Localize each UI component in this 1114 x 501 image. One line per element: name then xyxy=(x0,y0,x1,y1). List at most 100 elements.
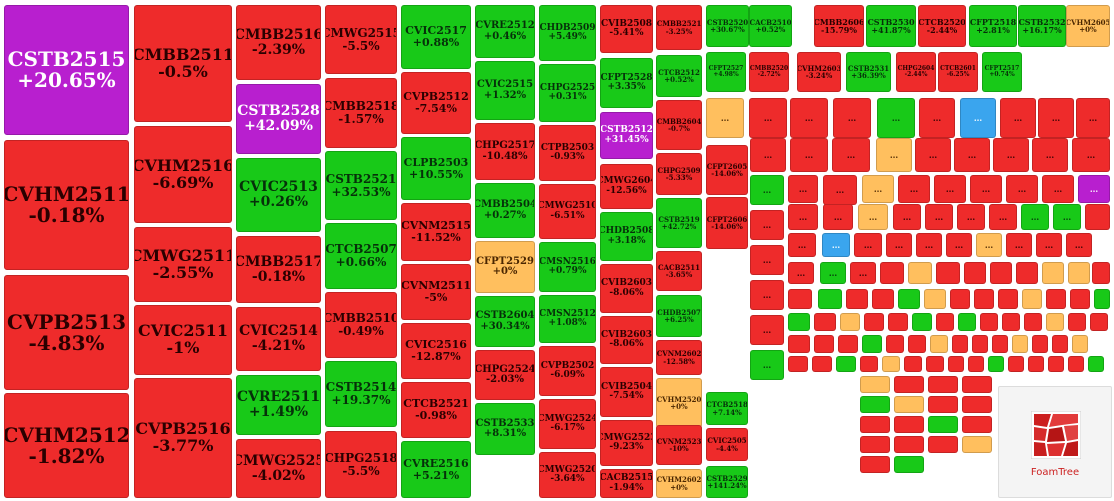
warrant-tile[interactable]: CVNM2511 -5% xyxy=(401,264,471,320)
warrant-tile[interactable]: CSTB2519 +42.72% xyxy=(656,198,702,248)
warrant-tile-collapsed[interactable]: ... xyxy=(934,175,966,203)
warrant-tile-collapsed[interactable] xyxy=(860,436,890,453)
warrant-tile[interactable]: CSTB2529 +141.24% xyxy=(706,466,748,498)
warrant-tile[interactable]: CVIB2508 -5.41% xyxy=(600,5,653,53)
warrant-tile-collapsed[interactable] xyxy=(912,313,932,331)
warrant-tile-collapsed[interactable] xyxy=(894,436,924,453)
warrant-tile[interactable]: CMWG2525 -4.02% xyxy=(236,439,321,498)
warrant-tile-collapsed[interactable]: ... xyxy=(788,175,818,203)
warrant-tile[interactable]: CMBB2504 +0.27% xyxy=(475,183,535,238)
warrant-tile-collapsed[interactable]: ... xyxy=(1053,204,1081,230)
warrant-tile[interactable]: CVNM2602 -12.58% xyxy=(656,340,702,375)
warrant-tile[interactable]: CVIB2603 -8.06% xyxy=(600,316,653,364)
warrant-tile-collapsed[interactable] xyxy=(814,335,834,353)
warrant-tile-collapsed[interactable]: ... xyxy=(1000,98,1036,138)
warrant-tile-collapsed[interactable]: ... xyxy=(1006,233,1032,257)
warrant-tile-collapsed[interactable] xyxy=(928,436,958,453)
warrant-tile-collapsed[interactable] xyxy=(992,335,1008,353)
warrant-tile-collapsed[interactable] xyxy=(998,289,1018,309)
warrant-tile-collapsed[interactable] xyxy=(862,335,882,353)
warrant-tile-collapsed[interactable] xyxy=(860,396,890,413)
warrant-tile-collapsed[interactable]: ... xyxy=(1032,138,1068,172)
warrant-tile-collapsed[interactable]: ... xyxy=(1072,138,1110,172)
warrant-tile[interactable]: CHPG2525 +0.31% xyxy=(539,64,596,122)
warrant-tile-collapsed[interactable] xyxy=(872,289,894,309)
warrant-tile-collapsed[interactable]: ... xyxy=(749,98,787,138)
warrant-tile-collapsed[interactable]: ... xyxy=(898,175,930,203)
warrant-tile-collapsed[interactable] xyxy=(930,335,948,353)
warrant-tile-collapsed[interactable] xyxy=(860,456,890,473)
warrant-tile-collapsed[interactable] xyxy=(928,376,958,393)
warrant-tile[interactable]: CHPG2509 -5.33% xyxy=(656,153,702,195)
warrant-tile[interactable]: CVHM2603 -3.24% xyxy=(797,52,841,92)
warrant-tile-collapsed[interactable] xyxy=(1072,335,1088,353)
warrant-tile-collapsed[interactable]: ... xyxy=(1006,175,1038,203)
warrant-tile-collapsed[interactable]: ... xyxy=(820,262,846,284)
warrant-tile-collapsed[interactable] xyxy=(860,416,890,433)
warrant-tile-collapsed[interactable] xyxy=(1046,289,1066,309)
warrant-tile-collapsed[interactable]: ... xyxy=(886,233,912,257)
warrant-tile-collapsed[interactable]: ... xyxy=(876,138,912,172)
warrant-tile-collapsed[interactable] xyxy=(1070,289,1090,309)
warrant-tile[interactable]: CVIB2603 -8.06% xyxy=(600,264,653,313)
warrant-tile[interactable]: CLPB2503 +10.55% xyxy=(401,137,471,200)
warrant-tile-collapsed[interactable]: ... xyxy=(788,204,818,230)
warrant-tile[interactable]: CMBB2516 -2.39% xyxy=(236,5,321,80)
warrant-tile[interactable]: CVRE2511 +1.49% xyxy=(236,375,321,435)
warrant-tile-collapsed[interactable] xyxy=(888,313,908,331)
warrant-tile-collapsed[interactable] xyxy=(814,313,836,331)
warrant-tile-collapsed[interactable] xyxy=(1042,262,1064,284)
warrant-tile-collapsed[interactable] xyxy=(788,313,810,331)
warrant-tile[interactable]: CMBB2510 -0.49% xyxy=(325,292,397,358)
warrant-tile[interactable]: CVIC2516 -12.87% xyxy=(401,323,471,379)
warrant-tile[interactable]: CHPG2604 -2.44% xyxy=(896,52,936,92)
warrant-tile-collapsed[interactable]: ... xyxy=(976,233,1002,257)
warrant-tile-collapsed[interactable]: ... xyxy=(854,233,882,257)
warrant-tile-collapsed[interactable]: ... xyxy=(750,210,784,240)
warrant-tile-collapsed[interactable]: ... xyxy=(750,350,784,380)
warrant-tile-collapsed[interactable]: ... xyxy=(1038,98,1074,138)
warrant-tile-collapsed[interactable] xyxy=(1024,313,1042,331)
warrant-tile[interactable]: CTCB2601 -6.25% xyxy=(938,52,978,92)
warrant-tile[interactable]: CTCB2507 +0.66% xyxy=(325,223,397,289)
warrant-tile-collapsed[interactable] xyxy=(952,335,968,353)
warrant-tile-collapsed[interactable] xyxy=(948,356,964,372)
warrant-tile[interactable]: CVPB2502 -6.09% xyxy=(539,346,596,396)
warrant-tile[interactable]: CVHM2512 -1.82% xyxy=(4,393,129,498)
warrant-tile[interactable]: CMWG2510 -6.51% xyxy=(539,184,596,239)
warrant-tile-collapsed[interactable] xyxy=(1088,356,1104,372)
warrant-tile[interactable]: CMSN2516 +0.79% xyxy=(539,242,596,292)
warrant-tile[interactable]: CMBB2521 -3.25% xyxy=(656,5,702,50)
warrant-tile[interactable]: CMBB2606 -15.79% xyxy=(814,5,864,47)
warrant-tile-collapsed[interactable] xyxy=(928,416,958,433)
warrant-tile[interactable]: CHPG2524 -2.03% xyxy=(475,350,535,400)
warrant-tile-collapsed[interactable] xyxy=(1068,313,1086,331)
warrant-tile-collapsed[interactable]: ... xyxy=(788,233,816,257)
warrant-tile-collapsed[interactable] xyxy=(1032,335,1048,353)
warrant-tile[interactable]: CTCB2512 +0.52% xyxy=(656,55,702,97)
warrant-tile-collapsed[interactable] xyxy=(812,356,832,372)
warrant-tile[interactable]: CVHM2520 +0% xyxy=(656,378,702,428)
warrant-tile-collapsed[interactable] xyxy=(880,262,904,284)
warrant-tile-collapsed[interactable]: ... xyxy=(1021,204,1049,230)
warrant-tile-collapsed[interactable]: ... xyxy=(915,138,951,172)
warrant-tile[interactable]: CMBB2511 -0.5% xyxy=(134,5,232,122)
warrant-tile-collapsed[interactable] xyxy=(962,396,992,413)
warrant-tile[interactable]: CFPT2605 -14.06% xyxy=(706,145,748,195)
warrant-tile-collapsed[interactable] xyxy=(904,356,922,372)
warrant-tile-collapsed[interactable] xyxy=(908,262,932,284)
warrant-tile[interactable]: CVIB2504 -7.54% xyxy=(600,367,653,417)
warrant-tile-collapsed[interactable]: ... xyxy=(862,175,894,203)
warrant-tile[interactable]: CVIC2511 -1% xyxy=(134,305,232,375)
warrant-tile[interactable]: CACB2511 -3.65% xyxy=(656,251,702,291)
warrant-tile-collapsed[interactable] xyxy=(864,313,884,331)
warrant-tile[interactable]: CACB2510 +0.52% xyxy=(749,5,792,47)
warrant-tile-collapsed[interactable]: ... xyxy=(919,98,955,138)
warrant-tile-collapsed[interactable] xyxy=(840,313,860,331)
warrant-tile[interactable]: CVHM2511 -0.18% xyxy=(4,140,129,270)
warrant-tile-collapsed[interactable]: ... xyxy=(957,204,985,230)
warrant-tile-collapsed[interactable]: ... xyxy=(750,315,784,345)
warrant-tile[interactable]: CTCB2520 -2.44% xyxy=(918,5,966,47)
warrant-tile-collapsed[interactable] xyxy=(1068,262,1090,284)
warrant-tile-collapsed[interactable]: ... xyxy=(788,262,814,284)
